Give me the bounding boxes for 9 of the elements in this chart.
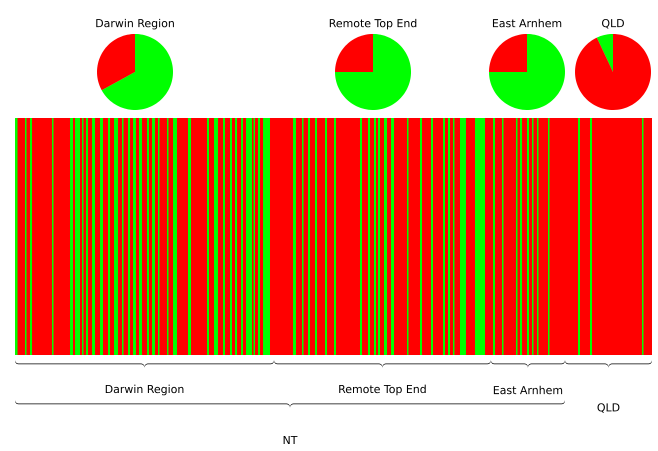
chart-title: QLD — [602, 19, 624, 29]
text: QLD — [598, 403, 620, 413]
text: NT — [284, 436, 298, 444]
chart-title: Darwin Region — [96, 18, 174, 30]
chart-title: East Arnhem — [492, 18, 562, 28]
text: East Arnhem — [494, 386, 562, 394]
text: Remote Top End — [339, 384, 426, 396]
chart-title: Remote Top End — [330, 18, 416, 30]
text: Darwin Region — [106, 384, 184, 396]
